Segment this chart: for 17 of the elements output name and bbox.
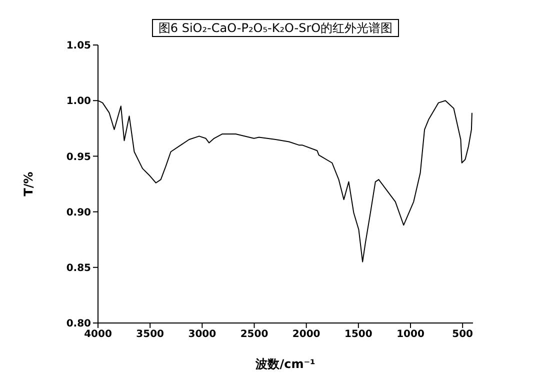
x-tick-label: 1000 bbox=[396, 329, 424, 340]
y-tick-label: 0.90 bbox=[66, 207, 92, 218]
y-tick-label: 1.00 bbox=[66, 96, 92, 108]
x-tick-label: 3500 bbox=[136, 329, 164, 340]
x-tick-label: 2000 bbox=[292, 329, 320, 340]
y-axis-title: T/% bbox=[21, 172, 36, 196]
x-tick-label: 4000 bbox=[84, 329, 112, 340]
y-tick-label: 1.05 bbox=[66, 40, 92, 52]
x-tick-label: 2500 bbox=[240, 329, 268, 340]
x-axis-title: 波数/cm⁻¹ bbox=[254, 357, 316, 371]
y-tick-label: 0.80 bbox=[66, 318, 92, 330]
x-tick-label: 500 bbox=[452, 329, 474, 340]
y-tick-label: 0.85 bbox=[66, 262, 92, 274]
chart-title: 图6 SiO₂-CaO-P₂O₅-K₂O-SrO的红外光谱图 bbox=[152, 19, 399, 37]
x-tick-label: 3000 bbox=[188, 329, 216, 340]
x-tick-label: 1500 bbox=[344, 329, 372, 340]
y-tick-label: 0.95 bbox=[66, 152, 92, 163]
